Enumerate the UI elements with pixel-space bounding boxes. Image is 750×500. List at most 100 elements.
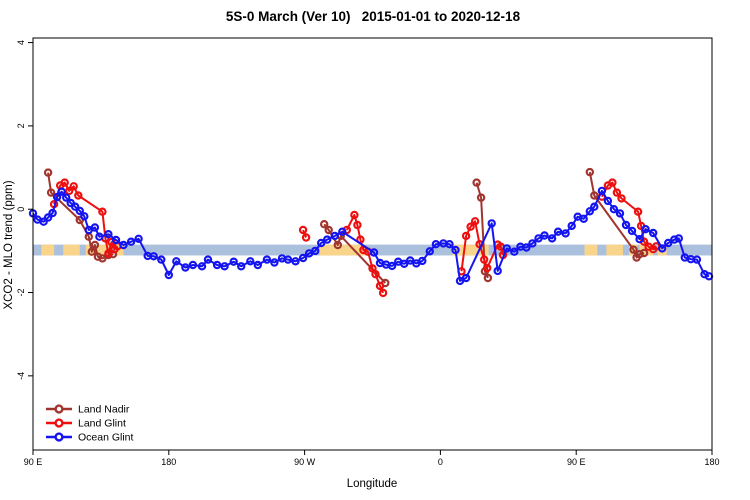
ocean-glint-point	[553, 227, 563, 236]
ocean-glint-point	[641, 224, 650, 234]
ocean-glint-point	[658, 244, 667, 253]
ocean-glint-point	[561, 229, 570, 238]
ocean-glint-point	[493, 266, 502, 276]
ocean-glint-point	[615, 209, 625, 218]
ocean-glint-point	[172, 257, 181, 266]
land-glint-point	[608, 178, 617, 187]
land-band-segment	[319, 244, 365, 256]
ocean-glint-point	[425, 247, 434, 256]
ocean-glint-point	[311, 246, 320, 256]
x-tick-label: 90 W	[294, 457, 316, 467]
land-nadir-point	[324, 225, 333, 235]
land-glint-point	[633, 207, 643, 216]
ocean-glint-point	[253, 260, 262, 270]
ocean-glint-point	[262, 255, 272, 264]
ocean-glint-point	[547, 234, 557, 243]
ocean-glint-point	[585, 207, 595, 216]
ocean-glint-point	[674, 234, 684, 243]
ocean-glint-point	[90, 223, 100, 232]
land-band-segment	[606, 244, 623, 256]
ocean-glint-point	[126, 237, 136, 246]
plot-area: 90 E 180 90 W 0 90 E 180 4 2 0 -2 -4	[16, 37, 720, 467]
land-nadir-point	[90, 240, 100, 250]
land-band-segment	[96, 244, 110, 256]
land-glint-point	[483, 263, 492, 273]
legend-label-land-nadir: Land Nadir	[78, 404, 130, 416]
land-nadir-point	[46, 188, 56, 197]
land-nadir-point	[320, 219, 329, 229]
ocean-glint-point	[451, 245, 460, 255]
ocean-glint-point	[461, 273, 471, 283]
ocean-glint-point	[522, 243, 531, 252]
ocean-glint-point	[298, 253, 308, 263]
ocean-glint-point	[603, 196, 613, 206]
land-nadir-point	[639, 248, 649, 258]
y-tick-label: 2	[16, 123, 26, 128]
ocean-glint-point	[330, 231, 339, 241]
ocean-glint-point	[627, 226, 637, 236]
ocean-glint-point	[635, 234, 644, 244]
y-tick-label: -2	[16, 289, 26, 297]
ocean-glint-point	[246, 257, 255, 266]
ocean-glint-point	[621, 220, 631, 230]
ocean-glint-point	[597, 186, 607, 196]
land-nadir-point	[476, 193, 486, 202]
x-tick-label: 0	[438, 457, 443, 467]
ocean-glint-point	[649, 228, 658, 238]
land-glint-point	[375, 281, 385, 291]
land-glint-point	[104, 249, 113, 258]
ocean-glint-point	[39, 217, 48, 226]
land-glint-line	[460, 220, 504, 272]
chart-title: 5S-0 March (Ver 10) 2015-01-01 to 2020-1…	[226, 9, 521, 24]
ocean-glint-point	[387, 261, 397, 271]
ocean-glint-point	[181, 263, 190, 272]
ocean-glint-point	[203, 255, 213, 264]
land-glint-line	[53, 181, 119, 255]
x-tick-label: 180	[161, 457, 176, 467]
land-band-segment	[584, 244, 598, 256]
ocean-glint-point	[609, 204, 619, 214]
ocean-glint-point	[567, 221, 576, 231]
land-glint-point	[301, 233, 311, 242]
land-band-segment	[41, 244, 55, 256]
land-band-segment	[657, 244, 667, 256]
land-band-segment	[452, 244, 489, 256]
ocean-glint-point	[75, 206, 85, 216]
land-nadir-point	[98, 254, 107, 263]
ocean-glint-point	[188, 260, 198, 270]
legend-marker-land-glint	[54, 418, 64, 428]
ocean-glint-point	[80, 212, 89, 221]
land-glint-point	[98, 207, 107, 216]
ocean-glint-point	[270, 258, 279, 267]
legend-marker-land-nadir	[54, 404, 64, 414]
plot-border	[32, 37, 713, 451]
ocean-glint-point	[48, 208, 57, 218]
legend-label-ocean-glint: Ocean Glint	[78, 432, 134, 444]
ocean-glint-point	[510, 247, 519, 256]
land-glint-point	[378, 288, 388, 298]
land-nadir-point	[635, 249, 644, 259]
ocean-glint-point	[197, 262, 207, 271]
land-band-segment	[63, 244, 80, 256]
ocean-glint-point	[57, 187, 66, 196]
land-glint-point	[350, 210, 359, 220]
ocean-glint-point	[664, 238, 673, 248]
ocean-glint-point	[579, 214, 588, 223]
ocean-glint-point	[104, 229, 113, 239]
x-tick-label: 180	[704, 457, 719, 467]
ocean-glint-point	[502, 244, 511, 253]
ocean-glint-point	[338, 227, 347, 236]
ocean-glint-point	[236, 262, 246, 271]
land-glint-point	[60, 178, 69, 187]
ocean-glint-point	[590, 202, 599, 211]
ocean-glint-point	[283, 255, 293, 264]
land-glint-point	[612, 188, 622, 197]
ocean-glint-point	[220, 262, 229, 271]
x-axis-label: Longitude	[347, 478, 398, 490]
ocean-glint-point	[487, 219, 496, 228]
legend: Land Nadir Land Glint Ocean Glint	[46, 404, 134, 444]
ocean-glint-point	[157, 255, 166, 264]
ocean-glint-point	[540, 231, 549, 240]
